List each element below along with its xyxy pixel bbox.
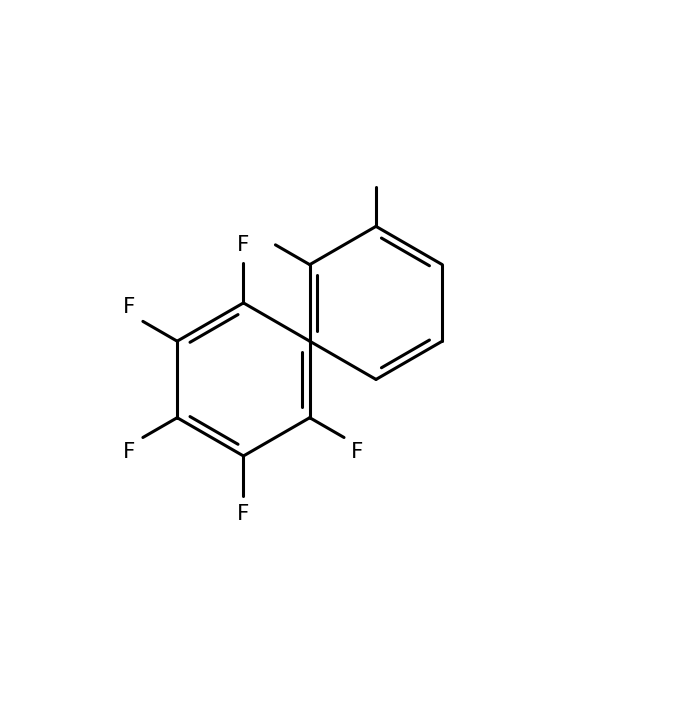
Text: F: F — [237, 504, 250, 524]
Text: F: F — [123, 297, 136, 317]
Text: F: F — [237, 235, 250, 255]
Text: F: F — [123, 441, 136, 462]
Text: F: F — [351, 441, 364, 462]
